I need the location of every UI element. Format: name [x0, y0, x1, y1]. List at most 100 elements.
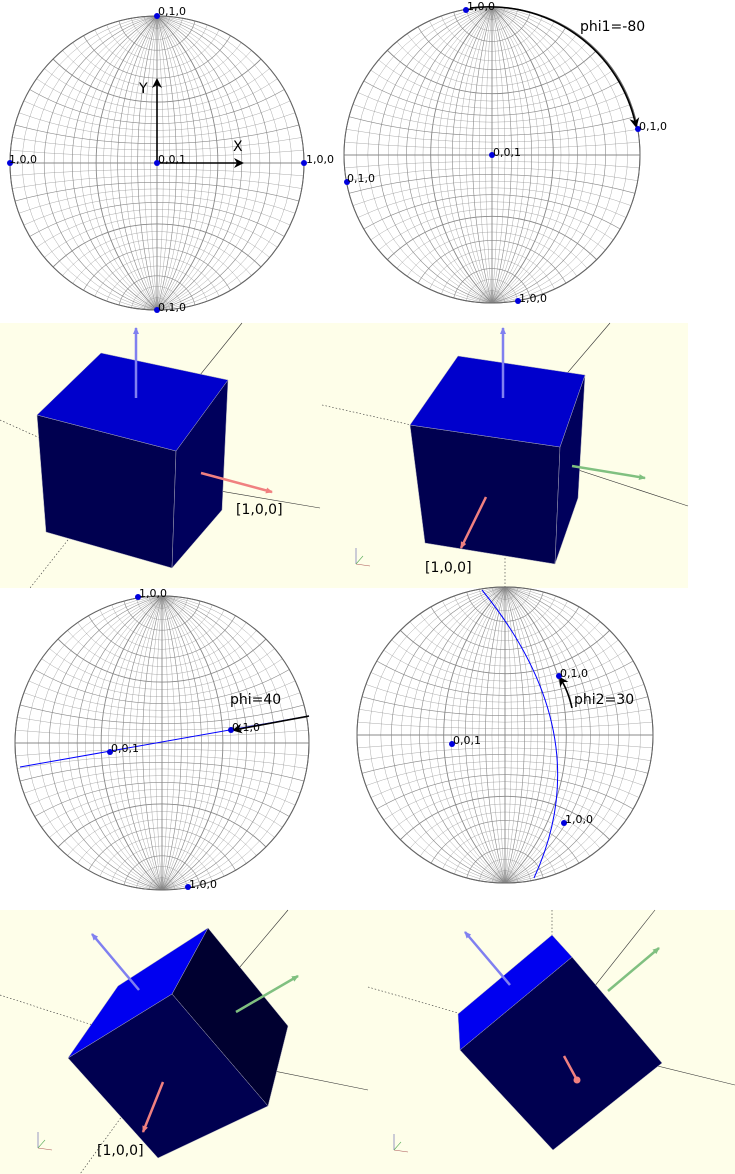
pole-label: 0,1,0 [232, 721, 260, 734]
parallel [479, 859, 531, 881]
parallel [370, 201, 614, 241]
axis-triad-icon [393, 1134, 409, 1153]
meridian [504, 586, 545, 884]
pole-label: 1,0,0 [306, 153, 334, 166]
meridian [156, 15, 271, 311]
parallel [361, 754, 649, 774]
cube-4 [367, 909, 735, 1153]
pole-label: 1,0,0 [519, 292, 547, 305]
meridian [161, 595, 256, 891]
meridian [491, 6, 587, 304]
meridian [491, 6, 628, 304]
meridian [504, 586, 591, 884]
parallel [77, 819, 247, 864]
parallel [34, 782, 290, 817]
arrow-red [200, 471, 273, 494]
axis-triad-icon [355, 548, 371, 567]
meridian [491, 6, 525, 304]
direction-label: [1,0,0] [425, 560, 472, 576]
pole-label: 0,1,0 [158, 5, 186, 18]
meridian [504, 586, 619, 884]
pole-label: 0,0,1 [493, 146, 521, 159]
cube-face-top [409, 355, 586, 448]
parallel [376, 774, 634, 810]
net-1: Y X 0,1,0 1,0,0 0,0,1 1,0,0 0,1,0 [7, 5, 334, 314]
parallel [136, 866, 188, 888]
rotation-arrow [232, 715, 310, 734]
x-axis-label: X [233, 139, 243, 155]
net-3: phi=40 1,0,0 0,1,0 0,0,1 1,0,0 [14, 587, 310, 891]
parallel [99, 836, 225, 877]
parallel [442, 829, 568, 870]
direction-label: [1,0,0] [236, 502, 283, 518]
meridian [161, 595, 239, 891]
parallel [352, 181, 632, 206]
wulff-grid [14, 595, 310, 891]
pole-point [7, 160, 13, 166]
meridian [491, 6, 562, 304]
parallel [28, 775, 296, 806]
parallel [144, 297, 170, 310]
parallel [406, 231, 578, 277]
parallel [83, 247, 231, 291]
arrow-green [607, 947, 660, 992]
pole-point [556, 673, 562, 679]
pole-label: 0,1,0 [560, 667, 588, 680]
pole-point [301, 160, 307, 166]
meridian [161, 595, 216, 891]
meridian [161, 595, 169, 891]
pole-point [463, 7, 469, 13]
meridian [491, 6, 547, 304]
pole-label: 1,0,0 [9, 153, 37, 166]
pole-point [185, 884, 191, 890]
parallel [441, 258, 543, 295]
net-outline [14, 595, 310, 891]
pole-point [154, 13, 160, 19]
meridian [504, 586, 512, 884]
meridian [161, 595, 195, 891]
pole-label: 1,0,0 [139, 587, 167, 600]
pole-label: 0,0,1 [453, 734, 481, 747]
meridian [161, 595, 286, 891]
parallel [15, 749, 309, 756]
cube-3: [1,0,0] [0, 909, 369, 1174]
meridian [504, 586, 538, 884]
parallel [36, 209, 278, 248]
parallel [118, 275, 196, 306]
parallel [94, 256, 220, 297]
parallel [383, 781, 627, 821]
meridian [504, 586, 630, 884]
cube-2: [1,0,0] [321, 322, 689, 588]
pole-label: 1,0,0 [189, 878, 217, 891]
meridian [491, 6, 578, 304]
parallel [466, 279, 518, 301]
arrow-red [459, 496, 488, 549]
meridian [504, 586, 560, 884]
pole-point [135, 594, 141, 600]
pole-point [107, 749, 113, 755]
parallel [365, 761, 645, 786]
parallel [23, 768, 301, 794]
meridian [491, 6, 617, 304]
axis-triad-icon [37, 1132, 53, 1151]
pole-point [449, 741, 455, 747]
parallel [453, 268, 531, 299]
meridian [491, 6, 519, 304]
arrow-green [571, 464, 646, 480]
pole-point [561, 820, 567, 826]
cube-face-top [457, 934, 573, 1051]
parallel [429, 249, 555, 290]
parallel [478, 290, 506, 303]
parallel [123, 855, 201, 886]
rotation-arc [469, 5, 640, 128]
meridian [504, 586, 583, 884]
parallel [419, 811, 591, 857]
meridian [504, 586, 525, 884]
rotation-label: phi2=30 [574, 692, 634, 708]
cube-face-top [67, 927, 209, 1059]
parallel [72, 239, 242, 284]
parallel [357, 741, 653, 749]
parallel [41, 789, 283, 828]
meridian [161, 595, 297, 891]
